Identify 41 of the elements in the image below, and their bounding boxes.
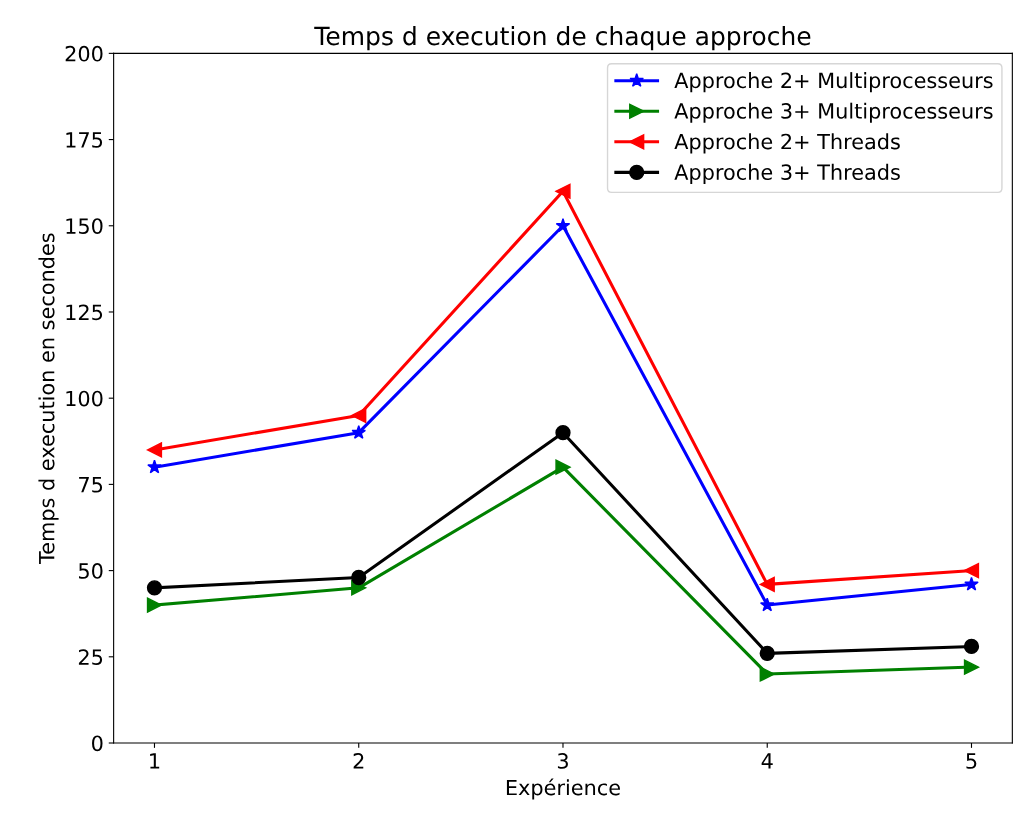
y-axis-title: Temps d execution en secondes [38,233,59,565]
point [963,562,980,579]
point [759,645,775,661]
y-tick-label: 75 [79,477,103,493]
point [555,425,571,441]
x-tick-label: 3 [557,753,568,769]
x-tick-label: 2 [353,753,364,769]
point [963,638,980,655]
y-tick-label: 125 [66,304,103,321]
point [146,580,163,596]
y-tick-label: 175 [66,132,103,148]
point [147,459,162,474]
legend-label: Approche 3+ Threads [674,163,900,185]
y-tick-label: 100 [66,390,103,407]
point [963,659,980,675]
point [351,580,367,596]
x-tick-label: 4 [761,753,773,769]
point [555,183,571,199]
point [759,576,775,593]
legend-label: Approche 2+ Multiprocesseurs [674,72,993,93]
point [555,218,571,233]
point [146,597,163,613]
x-tick-label: 5 [966,753,977,769]
x-tick-label: 1 [150,753,160,769]
point [351,407,367,424]
point [555,459,571,475]
y-tick-label: 50 [79,563,103,579]
point [351,569,367,586]
point [759,666,775,682]
point [351,425,367,439]
y-tick-label: 0 [92,735,103,752]
chart-title: Temps d execution de chaque approche [314,26,811,51]
y-tick-label: 150 [66,218,103,234]
y-tick-label: 25 [78,649,103,666]
legend-label: Approche 2+ Threads [674,133,900,154]
legend-label: Approche 3+ Multiprocesseurs [674,102,993,123]
point [964,576,979,591]
y-tick-label: 200 [65,45,103,62]
point [146,442,163,458]
x-axis-title: Expérience [506,778,620,800]
point [759,597,775,612]
